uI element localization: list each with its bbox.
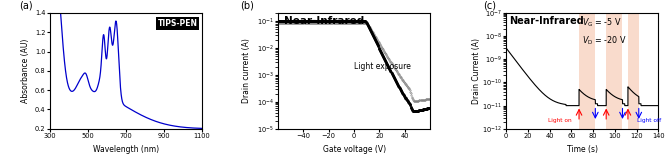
Bar	[628, 13, 639, 129]
Text: Near-Infrared: Near-Infrared	[284, 16, 364, 26]
Y-axis label: Drain Current (A): Drain Current (A)	[471, 38, 481, 104]
Text: $\mathit{V}_\mathregular{D}$ = -20 V: $\mathit{V}_\mathregular{D}$ = -20 V	[583, 35, 627, 47]
X-axis label: Time (s): Time (s)	[567, 145, 598, 154]
Text: Light on: Light on	[548, 118, 572, 123]
Y-axis label: Drain current (A): Drain current (A)	[242, 38, 251, 103]
Text: Light off: Light off	[637, 118, 661, 123]
X-axis label: Gate voltage (V): Gate voltage (V)	[323, 145, 386, 154]
Text: TIPS-PEN: TIPS-PEN	[158, 19, 198, 28]
Text: Near-Infrared: Near-Infrared	[509, 16, 584, 26]
Text: (c): (c)	[483, 0, 496, 10]
Y-axis label: Absorbance (AU): Absorbance (AU)	[21, 39, 29, 103]
Bar	[606, 13, 622, 129]
Bar	[579, 13, 595, 129]
Text: $\mathit{V}_\mathregular{G}$ = -5 V: $\mathit{V}_\mathregular{G}$ = -5 V	[583, 16, 622, 29]
Text: (a): (a)	[19, 0, 33, 10]
Text: (b): (b)	[240, 0, 254, 10]
X-axis label: Wavelength (nm): Wavelength (nm)	[93, 145, 159, 154]
Text: Light exposure: Light exposure	[354, 62, 411, 71]
